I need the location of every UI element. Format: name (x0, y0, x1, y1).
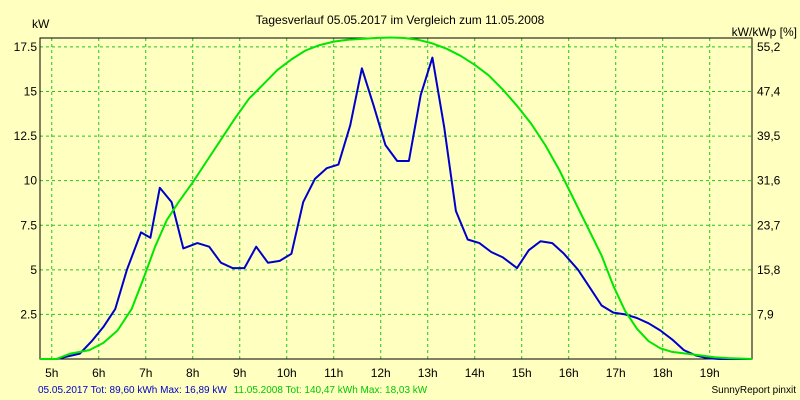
x-tick-label: 16h (559, 366, 579, 380)
x-tick-label: 12h (371, 366, 391, 380)
series-line-2017 (40, 56, 752, 360)
chart-title: Tagesverlauf 05.05.2017 im Vergleich zum… (256, 13, 545, 27)
y-tick-label-left: 15 (24, 85, 38, 99)
series-lines (40, 36, 753, 360)
x-tick-label: 18h (653, 366, 673, 380)
left-axis-unit: kW (32, 17, 50, 31)
y-tick-label-left: 2.5 (20, 307, 37, 321)
y-tick-label-right: 15,8 (757, 263, 781, 277)
x-tick-label: 13h (418, 366, 438, 380)
right-axis-unit: kW/kWp [%] (732, 25, 797, 39)
legend-series-2008: 11.05.2008 Tot: 140,47 kWh Max: 18,03 kW (234, 385, 428, 396)
y-tick-label-right: 23,7 (757, 218, 781, 232)
legend-series-2017: 05.05.2017 Tot: 89,60 kWh Max: 16,89 kW (38, 385, 227, 396)
x-tick-label: 17h (606, 366, 626, 380)
y-tick-label-left: 17.5 (14, 40, 38, 54)
x-tick-label: 14h (465, 366, 485, 380)
x-tick-label: 8h (186, 366, 199, 380)
footer-legend: 05.05.2017 Tot: 89,60 kWh Max: 16,89 kW … (38, 385, 428, 396)
y-tick-label-left: 7.5 (20, 218, 37, 232)
y-tick-label-right: 55,2 (757, 40, 781, 54)
x-tick-label: 11h (324, 366, 343, 380)
x-tick-label: 7h (139, 366, 152, 380)
right-axis-ticks: 7,9 15,8 23,7 31,6 39,5 47,4 55,2 (757, 40, 781, 321)
y-tick-label-right: 31,6 (757, 174, 781, 188)
y-tick-label-right: 47,4 (757, 85, 781, 99)
left-axis-ticks: 2.5 5 7.5 10 12.5 15 17.5 (14, 40, 38, 321)
y-tick-label-left: 10 (24, 174, 38, 188)
x-tick-label: 10h (277, 366, 297, 380)
y-tick-label-right: 39,5 (757, 129, 781, 143)
x-tick-label: 19h (700, 366, 720, 380)
y-tick-label-left: 5 (30, 263, 37, 277)
x-tick-label: 15h (512, 366, 532, 380)
x-axis-ticks: 5h 6h 7h 8h 9h 10h 11h 12h 13h 14h 15h 16h 17h 18h 19h (45, 366, 720, 380)
y-tick-label-left: 12.5 (14, 129, 38, 143)
x-tick-label: 9h (233, 366, 246, 380)
x-tick-label: 5h (45, 366, 58, 380)
series-line-2008 (40, 36, 753, 360)
x-tick-label: 6h (92, 366, 105, 380)
grid (40, 38, 752, 359)
y-tick-label-right: 7,9 (757, 307, 774, 321)
watermark: SunnyReport pinxit (712, 385, 797, 396)
